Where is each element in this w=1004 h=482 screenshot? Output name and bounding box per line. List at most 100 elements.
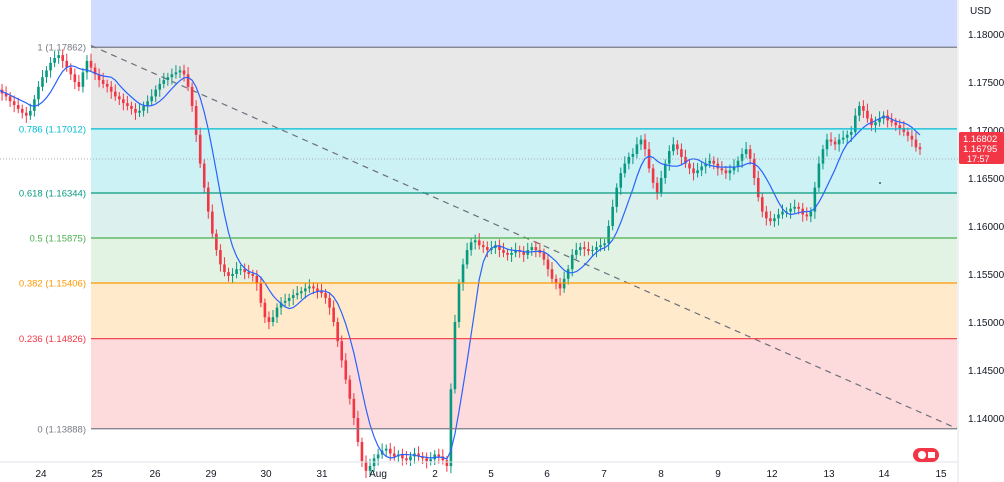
candle-body	[405, 458, 408, 461]
time-tick-label: 31	[316, 469, 328, 480]
candle-body	[659, 178, 663, 193]
trend-line-path[interactable]	[90, 44, 958, 430]
candle-body	[918, 147, 922, 150]
candle-body	[61, 55, 65, 61]
candle-body	[227, 272, 230, 276]
candle-body	[724, 170, 728, 174]
candle-body	[542, 252, 546, 260]
price-tick-label: 1.16500	[968, 174, 1004, 185]
candle-body	[684, 156, 687, 164]
candle-body	[126, 103, 129, 106]
candle-body	[914, 139, 918, 148]
price-tick-label: 1.17500	[968, 78, 1004, 89]
candle-body	[340, 341, 344, 361]
candle-body	[206, 187, 210, 212]
fib-level-label: 0.236 (1.14826)	[19, 334, 86, 345]
candle-body	[789, 208, 792, 212]
candle-body	[336, 322, 339, 342]
candle-body	[639, 139, 643, 145]
candle-body	[579, 247, 582, 250]
candle-body	[190, 86, 194, 106]
time-tick-label: 12	[766, 469, 778, 480]
candle-body	[898, 125, 902, 129]
candle-body	[910, 135, 914, 140]
candle-body	[870, 118, 873, 126]
candle-body	[700, 166, 703, 171]
candle-body	[797, 206, 800, 209]
candle-body	[409, 456, 412, 461]
candle-body	[546, 259, 550, 270]
time-tick-label: 6	[544, 469, 550, 480]
candle-body	[130, 106, 133, 109]
tradingview-logo-icon[interactable]	[913, 448, 939, 462]
candle-body	[643, 139, 647, 150]
candle-body	[223, 264, 226, 273]
candle-body	[239, 269, 242, 271]
candle-body	[287, 298, 291, 301]
candle-body	[41, 77, 44, 87]
candle-body	[162, 80, 166, 84]
candle-body	[348, 379, 352, 399]
candle-body	[510, 252, 513, 255]
price-tag-timer: 17:57	[967, 154, 990, 164]
candle-body	[356, 418, 360, 442]
candle-body	[619, 173, 623, 188]
candle-body	[376, 454, 380, 459]
candle-body	[566, 269, 570, 279]
time-tick-label: 9	[715, 469, 721, 480]
candle-body	[866, 110, 869, 119]
candle-body	[696, 170, 699, 174]
candle-body	[275, 307, 279, 318]
candle-body	[279, 302, 283, 308]
candle-body	[821, 149, 825, 164]
time-axis[interactable]: 24 25 26 29 30 31 Aug 2 5 6 7 8 9 12 13 14 15	[0, 461, 958, 480]
price-axis[interactable]: USD 1.18000 1.17500 1.17000 1.16500 1.16000 1.…	[957, 0, 1004, 482]
candle-body	[37, 86, 40, 100]
candle-body	[599, 245, 602, 248]
candle-body	[186, 74, 190, 87]
candle-body	[441, 456, 445, 461]
candle-body	[198, 134, 202, 164]
candle-body	[219, 250, 222, 265]
candle-body	[777, 214, 780, 219]
price-tick-label: 1.14000	[968, 414, 1004, 425]
candle-body	[473, 240, 477, 243]
time-tick-label: 13	[823, 469, 835, 480]
candle-body	[676, 144, 679, 150]
candle-body	[12, 101, 16, 106]
candle-body	[142, 106, 145, 111]
trend-line[interactable]	[90, 44, 958, 430]
fib-level-label: 0.382 (1.15406)	[19, 279, 86, 290]
time-tick-label: 29	[205, 469, 217, 480]
fib-zone	[91, 283, 957, 339]
candle-body	[453, 322, 457, 390]
candle-body	[906, 131, 910, 136]
candle-body	[271, 317, 275, 322]
candle-body	[231, 274, 234, 276]
candle-body	[263, 302, 267, 318]
candle-body	[194, 106, 198, 135]
candle-body	[817, 163, 821, 188]
candle-body	[829, 139, 833, 142]
candle-body	[138, 110, 141, 113]
candle-body	[587, 249, 590, 251]
candle-body	[574, 250, 578, 255]
candle-body	[247, 272, 251, 274]
candle-body	[712, 160, 716, 164]
candle-body	[558, 283, 562, 289]
candle-body	[752, 158, 756, 178]
candle-body	[45, 70, 48, 78]
candle-body	[158, 83, 162, 90]
price-tick-label: 1.17000	[968, 126, 1004, 137]
candle-body	[77, 82, 81, 87]
fib-levels[interactable]: 1 (1.17862) 0.786 (1.17012) 0.618 (1.16344…	[19, 43, 957, 436]
time-tick-label: 2	[432, 469, 438, 480]
candle-body	[607, 226, 610, 244]
candle-body	[89, 60, 93, 68]
candle-body	[736, 160, 740, 167]
candle-body	[692, 168, 695, 174]
candle-body	[174, 72, 178, 75]
candle-body	[182, 70, 186, 75]
candle-body	[890, 120, 893, 123]
